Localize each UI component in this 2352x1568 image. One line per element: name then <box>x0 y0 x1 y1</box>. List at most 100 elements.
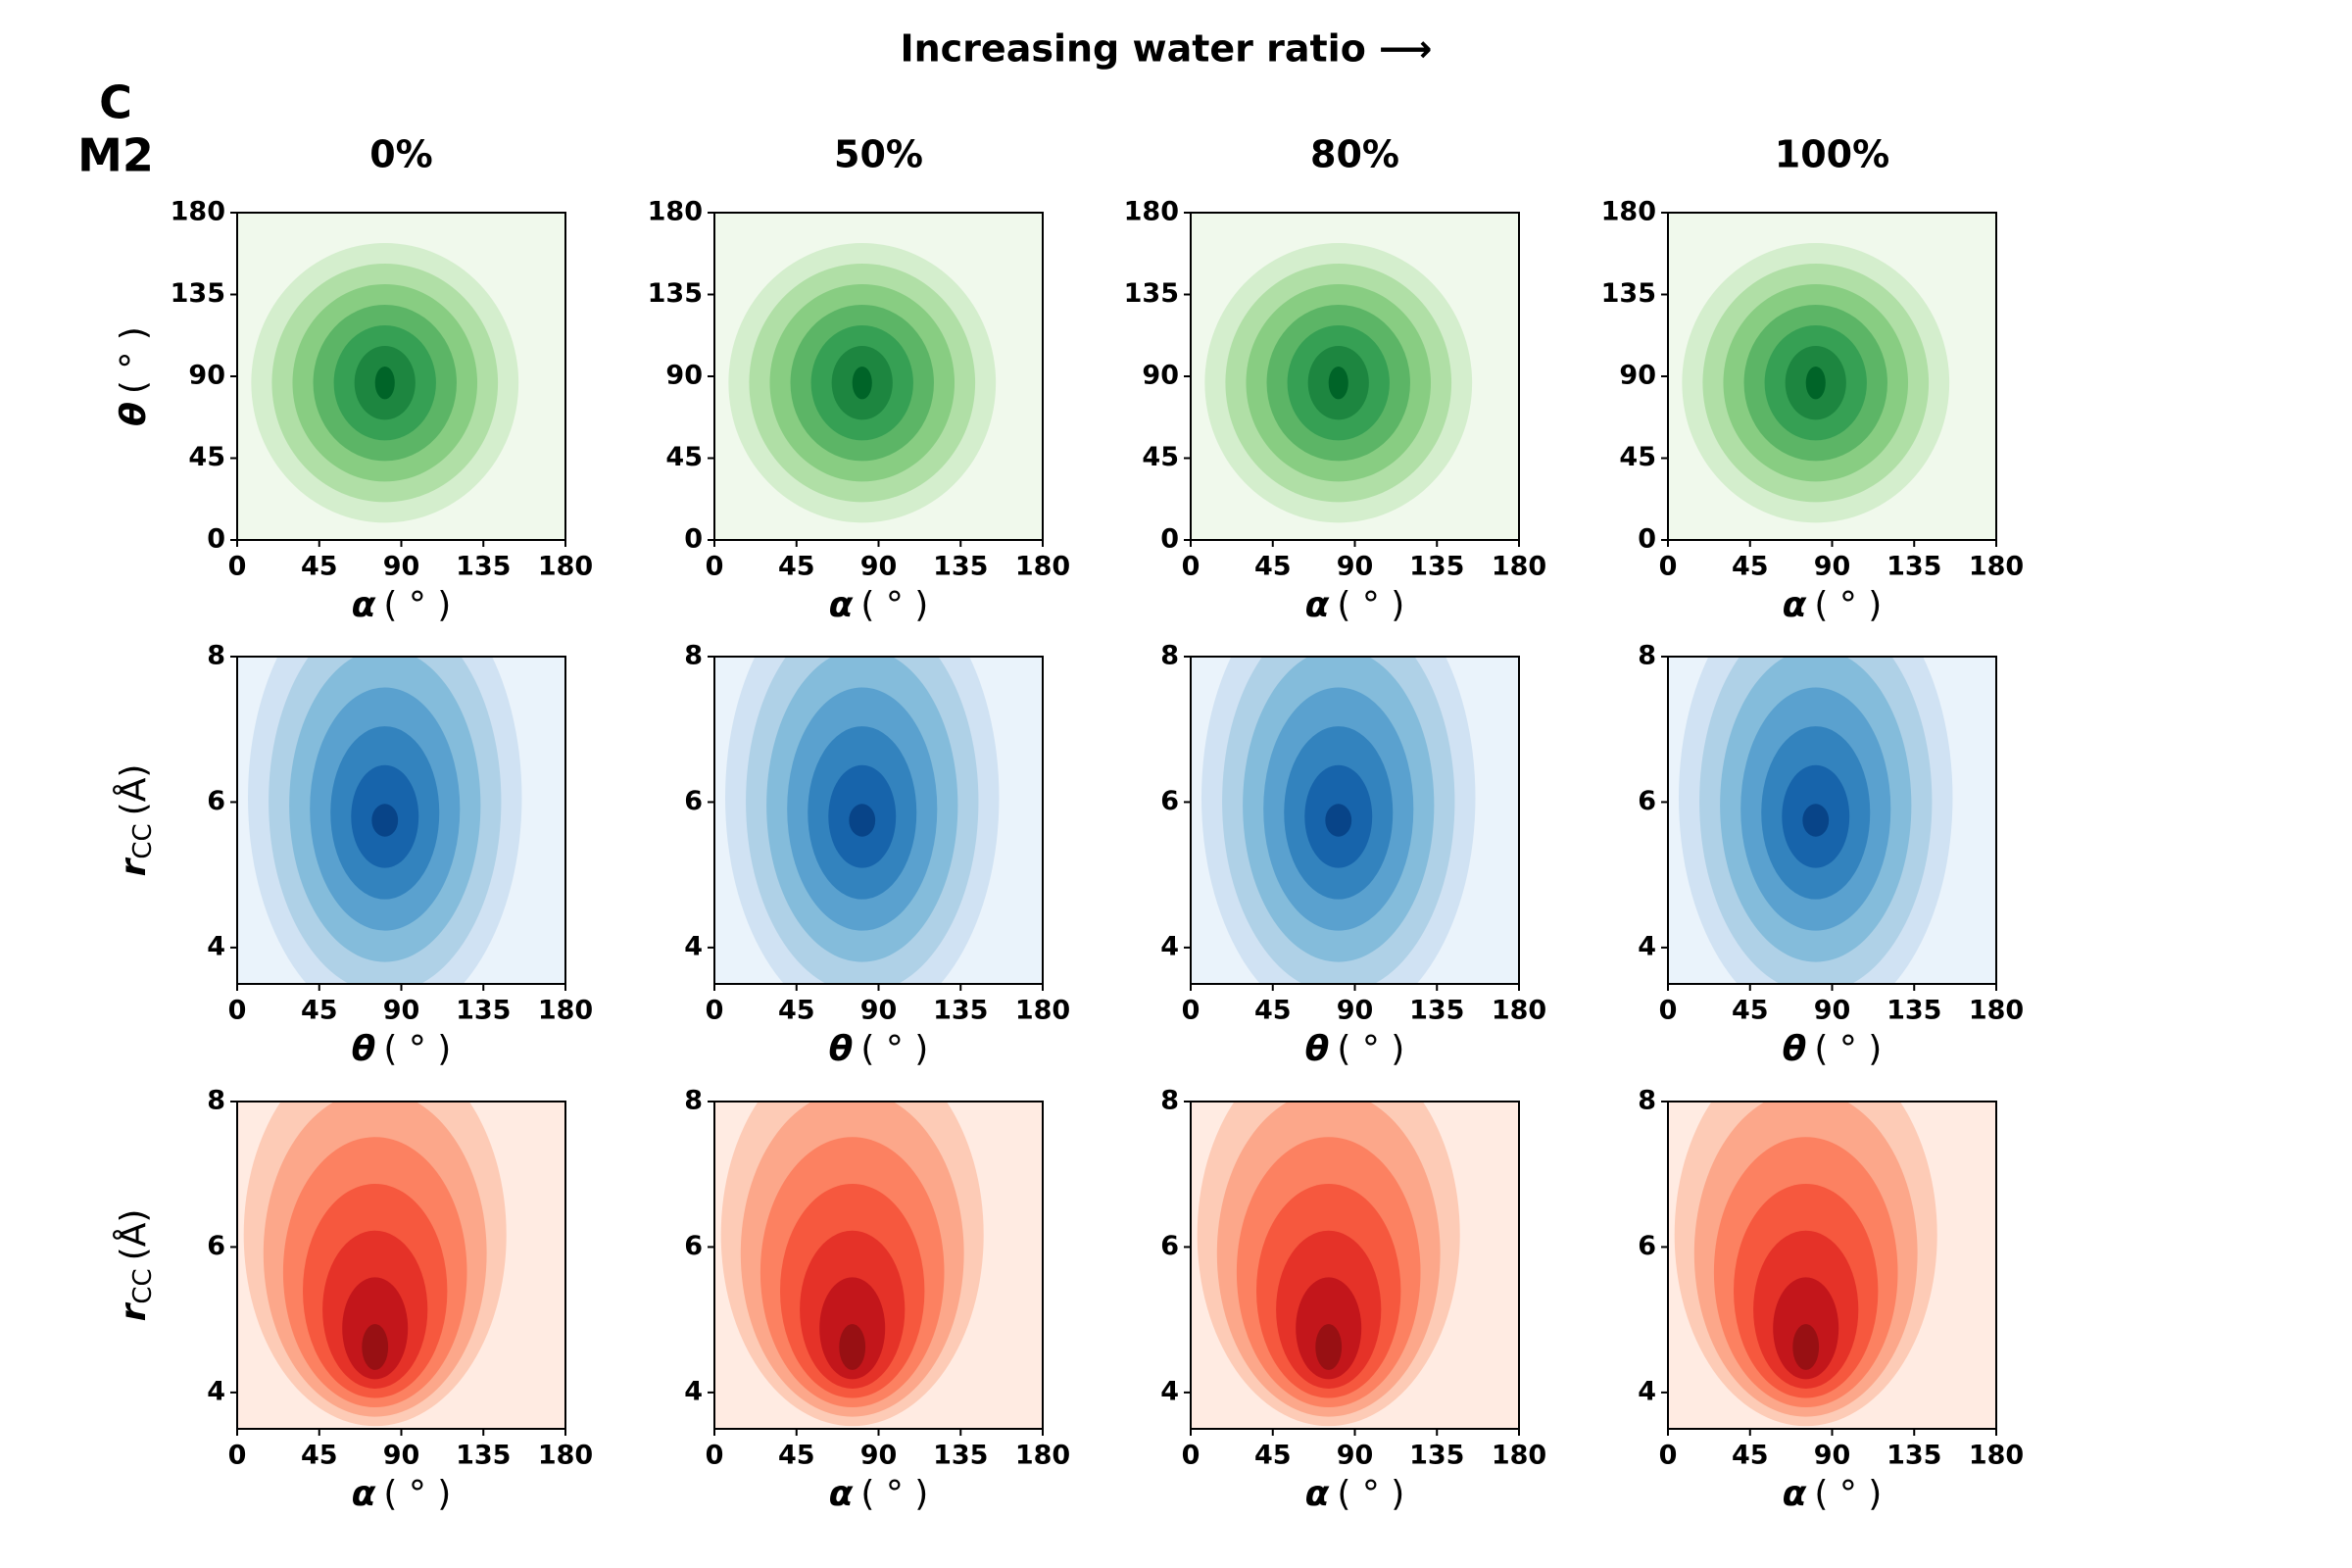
contour-level <box>849 804 876 837</box>
x-tick-label: 90 <box>1337 552 1374 582</box>
x-tick-label: 180 <box>538 1441 593 1471</box>
x-tick-label: 90 <box>383 1441 420 1471</box>
axis-label: rCC (Å) <box>112 764 158 877</box>
y-tick-label: 90 <box>1619 361 1656 391</box>
x-tick-label: 0 <box>1659 552 1678 582</box>
x-tick-label: 180 <box>1492 996 1546 1026</box>
contour-level <box>1802 804 1830 837</box>
axis-unit: (Å) <box>112 764 154 816</box>
x-tick-label: 135 <box>933 996 988 1026</box>
x-tick-label: 0 <box>228 1441 247 1471</box>
axis-label: α( ° ) <box>1305 1474 1405 1514</box>
axis-label: θ ( ° ) <box>114 326 154 426</box>
y-tick-label: 6 <box>1160 786 1179 816</box>
x-tick-label: 90 <box>383 996 420 1026</box>
axis-unit: ( ° ) <box>1337 1029 1404 1069</box>
x-tick-label: 90 <box>383 552 420 582</box>
x-tick-label: 135 <box>456 996 511 1026</box>
x-tick-label: 45 <box>301 552 338 582</box>
axis-subscript: CC <box>128 823 158 858</box>
y-tick-label: 4 <box>1160 931 1179 961</box>
contour-level <box>839 1324 866 1370</box>
x-tick-label: 45 <box>1732 552 1769 582</box>
column-title: 0% <box>369 133 433 176</box>
axis-unit: ( ° ) <box>1814 1029 1882 1069</box>
y-tick-label: 8 <box>1160 1086 1179 1116</box>
contour-plot <box>1668 657 1996 984</box>
axis-unit: ( ° ) <box>383 1474 451 1514</box>
contour-level <box>374 366 395 400</box>
axis-symbol: α <box>1305 1474 1330 1514</box>
x-tick-label: 180 <box>1492 1441 1546 1471</box>
y-tick-label: 8 <box>684 641 703 671</box>
x-tick-label: 90 <box>860 996 898 1026</box>
panel-label: C <box>99 76 132 129</box>
axis-label: θ( ° ) <box>1783 1029 1883 1069</box>
x-tick-label: 45 <box>1254 1441 1292 1471</box>
axis-symbol: α <box>829 1474 854 1514</box>
axis-symbol: θ <box>352 1029 376 1069</box>
y-tick-label: 0 <box>1160 524 1179 555</box>
axis-symbol: α <box>1783 585 1807 625</box>
x-tick-label: 0 <box>706 996 724 1026</box>
x-tick-label: 180 <box>1492 552 1546 582</box>
y-tick-label: 4 <box>1160 1376 1179 1406</box>
x-tick-label: 90 <box>860 552 898 582</box>
y-tick-label: 6 <box>1160 1231 1179 1261</box>
y-tick-label: 6 <box>1638 1231 1656 1261</box>
x-tick-label: 135 <box>456 552 511 582</box>
x-tick-label: 45 <box>778 552 815 582</box>
x-tick-label: 135 <box>933 552 988 582</box>
x-tick-label: 45 <box>1732 1441 1769 1471</box>
y-tick-label: 90 <box>665 361 703 391</box>
contour-plot <box>1668 1102 1996 1429</box>
y-tick-label: 180 <box>171 197 225 227</box>
axis-unit: ( ° ) <box>1814 1474 1882 1514</box>
contour-level <box>1315 1324 1343 1370</box>
axis-symbol: θ <box>114 402 154 426</box>
axis-unit: ( ° ) <box>383 1029 451 1069</box>
axis-label: α( ° ) <box>829 585 929 625</box>
contour-plot <box>1668 213 1996 540</box>
x-tick-label: 135 <box>1886 996 1941 1026</box>
y-tick-label: 135 <box>648 278 703 309</box>
x-tick-label: 180 <box>538 996 593 1026</box>
axis-symbol: α <box>1783 1474 1807 1514</box>
y-tick-label: 45 <box>665 442 703 472</box>
axis-unit: ( ° ) <box>383 585 451 625</box>
axis-symbol: r <box>114 1301 154 1321</box>
x-tick-label: 135 <box>1409 552 1464 582</box>
x-tick-label: 0 <box>1182 1441 1200 1471</box>
contour-plot <box>1191 657 1519 984</box>
contour-level <box>1328 366 1348 400</box>
axis-symbol: α <box>1305 585 1330 625</box>
y-tick-label: 45 <box>188 442 225 472</box>
axis-label: α( ° ) <box>352 585 452 625</box>
x-tick-label: 45 <box>778 996 815 1026</box>
x-tick-label: 135 <box>1886 1441 1941 1471</box>
x-tick-label: 135 <box>1409 1441 1464 1471</box>
x-tick-label: 180 <box>1969 996 2024 1026</box>
x-tick-label: 90 <box>1337 1441 1374 1471</box>
figure-title: Increasing water ratio ⟶ <box>900 27 1432 71</box>
x-tick-label: 180 <box>1015 996 1070 1026</box>
y-tick-label: 8 <box>1638 641 1656 671</box>
model-label: M2 <box>77 129 154 182</box>
column-title: 80% <box>1310 133 1399 176</box>
x-tick-label: 0 <box>706 552 724 582</box>
contour-level <box>362 1324 389 1370</box>
y-tick-label: 6 <box>684 1231 703 1261</box>
axis-label: α( ° ) <box>1783 585 1883 625</box>
y-tick-label: 0 <box>1638 524 1656 555</box>
axis-unit: ( ° ) <box>114 326 154 394</box>
y-tick-label: 8 <box>684 1086 703 1116</box>
axis-unit: ( ° ) <box>860 585 928 625</box>
x-tick-label: 0 <box>1659 1441 1678 1471</box>
contour-plot <box>714 657 1043 984</box>
y-tick-label: 6 <box>207 1231 225 1261</box>
axis-symbol: α <box>352 1474 376 1514</box>
axis-symbol: θ <box>1783 1029 1807 1069</box>
axis-label: α( ° ) <box>829 1474 929 1514</box>
x-tick-label: 45 <box>301 996 338 1026</box>
